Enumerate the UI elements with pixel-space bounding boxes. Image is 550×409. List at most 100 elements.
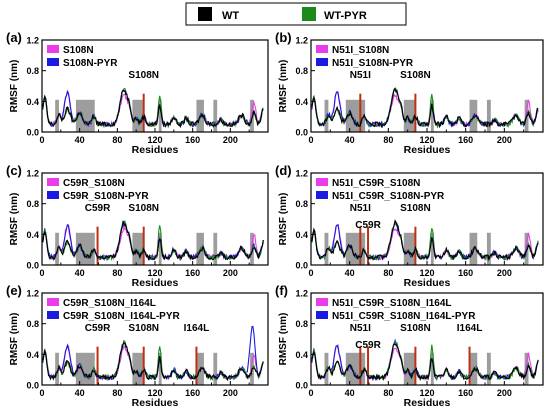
y-tick-label: 1.2: [26, 169, 39, 179]
shaded-region: [486, 99, 491, 132]
y-tick-label: 1.2: [26, 36, 39, 46]
shaded-region: [55, 99, 59, 132]
shaded-region: [158, 232, 162, 265]
legend-swatch: [316, 58, 328, 66]
y-tick-label: 0.8: [295, 66, 308, 76]
legend-swatch-wt-pyr: [302, 7, 316, 21]
series-line-wt: [42, 341, 264, 382]
legend-label: N51I_C59R_S108N_I164L: [332, 298, 452, 309]
panel: 0.0 0.4 0.8 1.2 0 40 80 120 160 200 Residues RMSF (…: [6, 163, 269, 289]
x-axis-label: Residues: [404, 277, 451, 289]
x-tick-label: 120: [419, 388, 434, 398]
mutation-annotation: S108N: [400, 203, 431, 214]
series-line-wt: [42, 89, 264, 129]
panel: 0.0 0.4 0.8 1.2 0 40 80 120 160 200 Residues RMSF (…: [275, 163, 544, 289]
x-tick-label: 160: [458, 135, 473, 145]
x-tick-label: 40: [75, 268, 85, 278]
x-tick-label: 80: [112, 135, 122, 145]
x-tick-label: 0: [308, 388, 313, 398]
y-tick-label: 1.2: [295, 36, 308, 46]
legend-label: N51I_C59R_S108N: [332, 178, 420, 189]
mutation-annotation: N51I: [350, 323, 371, 334]
y-tick-label: 0.4: [26, 350, 39, 360]
y-tick-label: 0.8: [295, 199, 308, 209]
x-tick-label: 80: [383, 268, 393, 278]
shaded-region: [132, 99, 144, 132]
x-tick-label: 160: [185, 268, 200, 278]
shaded-region: [403, 352, 416, 385]
mutation-annotation: I164L: [457, 323, 483, 334]
panel: 0.0 0.4 0.8 1.2 0 40 80 120 160 200 Residues RMSF (…: [6, 30, 269, 156]
y-tick-label: 1.2: [26, 289, 39, 299]
y-tick-label: 0.8: [295, 319, 308, 329]
panels: 0.0 0.4 0.8 1.2 0 40 80 120 160 200 Residues RMSF (…: [6, 30, 544, 409]
mutation-annotation: N51I: [350, 70, 371, 81]
x-tick-label: 0: [308, 135, 313, 145]
shaded-region: [132, 232, 144, 265]
x-tick-label: 40: [345, 135, 355, 145]
y-tick-label: 0.8: [26, 199, 39, 209]
legend-swatch: [47, 45, 59, 53]
legend-label: S108N: [63, 45, 94, 56]
x-axis-label: Residues: [404, 144, 451, 156]
shaded-region: [486, 232, 491, 265]
legend-label: N51I_S108N: [332, 45, 389, 56]
x-tick-label: 80: [383, 388, 393, 398]
x-tick-label: 200: [497, 135, 512, 145]
shaded-region: [55, 232, 59, 265]
shaded-region: [486, 352, 491, 385]
shaded-region: [430, 352, 434, 385]
panel-label: (a): [6, 30, 22, 45]
x-tick-label: 120: [147, 388, 162, 398]
y-axis-label: RMSF (nm): [9, 60, 20, 113]
mutation-annotation: C59R: [85, 323, 111, 334]
legend-label-wt-pyr: WT-PYR: [324, 10, 367, 22]
y-tick-label: 0.4: [295, 350, 308, 360]
x-tick-label: 0: [308, 268, 313, 278]
shaded-region: [213, 352, 218, 385]
y-tick-label: 0.4: [26, 97, 39, 107]
legend-swatch: [316, 311, 328, 319]
x-tick-label: 160: [458, 388, 473, 398]
y-axis-label: RMSF (nm): [278, 313, 289, 366]
legend-swatch: [47, 191, 59, 199]
mutation-annotation: N51I: [350, 203, 371, 214]
x-tick-label: 200: [223, 135, 238, 145]
shaded-region: [158, 352, 162, 385]
x-tick-label: 200: [223, 388, 238, 398]
x-tick-label: 40: [345, 268, 355, 278]
legend-label: S108N-PYR: [63, 58, 118, 69]
panel-label: (b): [275, 30, 292, 45]
y-tick-label: 1.2: [295, 289, 308, 299]
y-tick-label: 0.0: [295, 381, 308, 391]
shaded-region: [75, 232, 95, 265]
shaded-region: [430, 99, 434, 132]
x-tick-label: 40: [75, 388, 85, 398]
y-axis-label: RMSF (nm): [278, 60, 289, 113]
y-tick-label: 1.2: [295, 169, 308, 179]
shaded-region: [132, 352, 144, 385]
y-axis-label: RMSF (nm): [278, 193, 289, 246]
x-tick-label: 200: [497, 268, 512, 278]
y-tick-label: 0.4: [295, 230, 308, 240]
x-axis-label: Residues: [404, 397, 451, 409]
panel: 0.0 0.4 0.8 1.2 0 40 80 120 160 200 Residues RMSF (…: [6, 283, 269, 409]
series-line-wt: [311, 342, 539, 382]
series-line-wt: [311, 219, 539, 262]
top-legend: WT WT-PYR: [185, 2, 407, 26]
mutation-annotation: I164L: [184, 323, 210, 334]
x-axis-label: Residues: [132, 397, 179, 409]
mutation-annotation: C59R: [85, 203, 111, 214]
y-tick-label: 0.4: [26, 230, 39, 240]
mutation-annotation: S108N: [128, 203, 159, 214]
shaded-region: [403, 99, 416, 132]
mutation-annotation: S108N: [400, 323, 431, 334]
x-tick-label: 0: [39, 268, 44, 278]
series-line-wt: [42, 220, 264, 262]
shaded-region: [213, 99, 218, 132]
shaded-region: [158, 99, 162, 132]
panel: 0.0 0.4 0.8 1.2 0 40 80 120 160 200 Residues RMSF (…: [275, 30, 544, 156]
legend-swatch: [47, 298, 59, 306]
legend-swatch: [316, 178, 328, 186]
x-tick-label: 200: [223, 268, 238, 278]
